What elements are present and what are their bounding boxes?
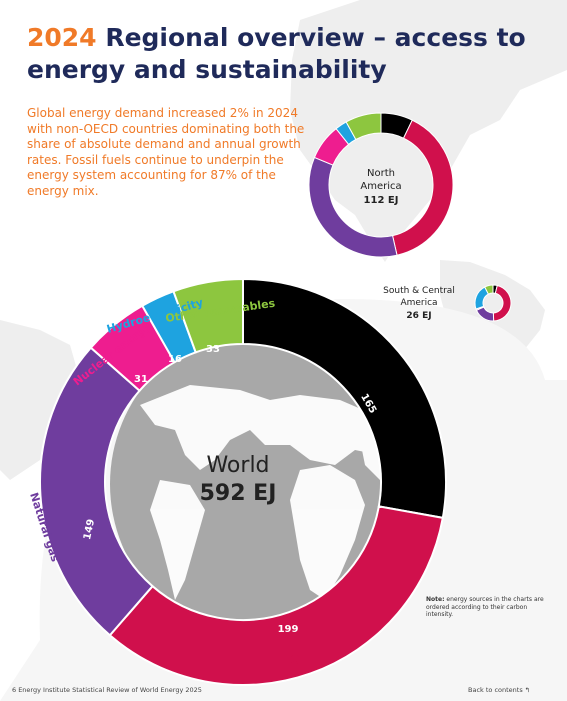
sca-region-label-line1: South & Central <box>383 286 455 296</box>
note-text: energy sources in the charts are ordered… <box>426 596 544 618</box>
na-total-label: 112 EJ <box>364 195 399 206</box>
page-title: 2024 Regional overview – access to energ… <box>27 22 547 86</box>
sca-total-label: 26 EJ <box>406 311 431 321</box>
world-donut <box>39 277 447 686</box>
title-year: 2024 <box>27 23 97 52</box>
title-text: Regional overview – access to energy and… <box>27 23 526 84</box>
na-slice-oil <box>391 119 454 256</box>
world-value-oil: 199 <box>278 624 299 635</box>
chart-note: Note: energy sources in the charts are o… <box>426 596 544 619</box>
back-to-contents-link[interactable]: Back to contents ↰ <box>468 686 530 694</box>
north-america-donut <box>308 112 454 258</box>
na-slice-other-renewables <box>345 112 382 141</box>
footer-page-info: 6 Energy Institute Statistical Review of… <box>12 686 202 694</box>
south-central-america-donut <box>474 284 512 322</box>
world-region-label: World <box>206 453 269 478</box>
sca-region-label-line2: America <box>400 298 437 308</box>
world-slice-coal <box>242 277 447 520</box>
arrow-icon: ↰ <box>524 686 531 694</box>
world-slice-oil <box>108 505 444 686</box>
category-label-oil: Oil <box>290 653 308 667</box>
world-value-natural-gas: 149 <box>82 518 97 541</box>
intro-paragraph: Global energy demand increased 2% in 202… <box>27 106 305 198</box>
world-value-nuclear: 31 <box>134 374 148 385</box>
world-value-hydro: 16 <box>168 354 182 365</box>
world-total-label: 592 EJ <box>200 481 277 506</box>
na-region-label-line2: America <box>360 181 401 192</box>
na-region-label-line1: North <box>367 168 395 179</box>
note-prefix: Note: <box>426 596 445 603</box>
sca-slice-other-renewables <box>484 284 494 295</box>
sca-slice-oil <box>492 284 512 322</box>
world-slice-other-renewables <box>172 277 244 354</box>
world-value-other-renewables: 33 <box>206 344 220 355</box>
back-to-contents-label: Back to contents <box>468 686 523 694</box>
